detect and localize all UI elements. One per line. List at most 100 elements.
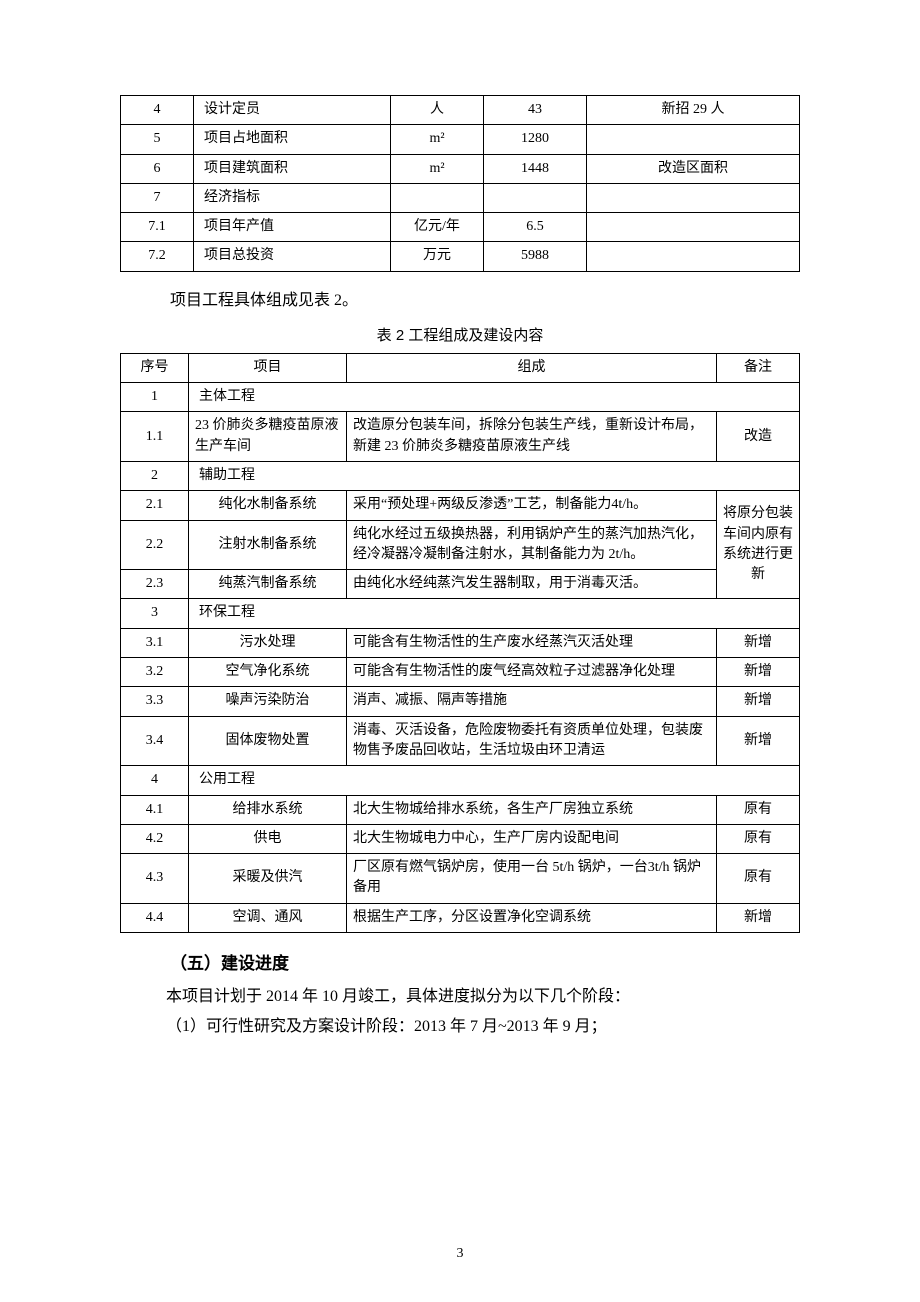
cell: 北大生物城电力中心，生产厂房内设配电间 xyxy=(347,824,717,853)
cell-index: 2 xyxy=(121,461,189,490)
cell: 23 价肺炎多糖疫苗原液生产车间 xyxy=(189,412,347,462)
col-header: 项目 xyxy=(189,353,347,382)
page-number: 3 xyxy=(0,1246,920,1262)
cell: 纯蒸汽制备系统 xyxy=(189,570,347,599)
cell: 可能含有生物活性的废气经高效粒子过滤器净化处理 xyxy=(347,658,717,687)
cell: 1.1 xyxy=(121,412,189,462)
cell-value: 5988 xyxy=(484,242,587,271)
section-row: 4公用工程 xyxy=(121,766,800,795)
col-header: 备注 xyxy=(717,353,800,382)
cell-index: 7 xyxy=(121,183,194,212)
table-row: 2.3纯蒸汽制备系统由纯化水经纯蒸汽发生器制取，用于消毒灭活。 xyxy=(121,570,800,599)
cell-unit: m² xyxy=(391,125,484,154)
cell-value xyxy=(484,183,587,212)
cell-note xyxy=(587,242,800,271)
cell-item: 设计定员 xyxy=(194,96,391,125)
cell: 新增 xyxy=(717,903,800,932)
cell: 4.3 xyxy=(121,854,189,904)
cell-unit xyxy=(391,183,484,212)
cell-note: 新招 29 人 xyxy=(587,96,800,125)
table-row: 5项目占地面积m²1280 xyxy=(121,125,800,154)
cell-section-title: 公用工程 xyxy=(189,766,800,795)
cell: 3.2 xyxy=(121,658,189,687)
table2-intro-line: 项目工程具体组成见表 2。 xyxy=(170,286,800,310)
cell-item: 项目建筑面积 xyxy=(194,154,391,183)
cell-note xyxy=(587,183,800,212)
cell-unit: 亿元/年 xyxy=(391,213,484,242)
cell: 新增 xyxy=(717,658,800,687)
cell-note: 改造区面积 xyxy=(587,154,800,183)
cell-value: 1448 xyxy=(484,154,587,183)
cell: 2.1 xyxy=(121,491,189,520)
cell: 3.3 xyxy=(121,687,189,716)
table-1: 4设计定员人43新招 29 人5项目占地面积m²12806项目建筑面积m²144… xyxy=(120,95,800,272)
cell: 可能含有生物活性的生产废水经蒸汽灭活处理 xyxy=(347,628,717,657)
cell: 原有 xyxy=(717,854,800,904)
cell: 原有 xyxy=(717,795,800,824)
cell: 固体废物处置 xyxy=(189,716,347,766)
cell: 4.2 xyxy=(121,824,189,853)
table-row: 4.4空调、通风根据生产工序，分区设置净化空调系统新增 xyxy=(121,903,800,932)
cell: 新增 xyxy=(717,687,800,716)
table2-title: 表 2 工程组成及建设内容 xyxy=(120,324,800,345)
cell-index: 5 xyxy=(121,125,194,154)
table-row: 2.2注射水制备系统纯化水经过五级换热器，利用锅炉产生的蒸汽加热汽化，经冷凝器冷… xyxy=(121,520,800,570)
cell: 污水处理 xyxy=(189,628,347,657)
paragraph-1: 本项目计划于 2014 年 10 月竣工，具体进度拟分为以下几个阶段： xyxy=(134,982,800,1012)
cell-item: 项目总投资 xyxy=(194,242,391,271)
cell-value: 1280 xyxy=(484,125,587,154)
cell-merged-note: 将原分包装车间内原有系统进行更新 xyxy=(717,491,800,599)
col-header: 序号 xyxy=(121,353,189,382)
table-row: 7经济指标 xyxy=(121,183,800,212)
paragraph-2: （1）可行性研究及方案设计阶段：2013 年 7 月~2013 年 9 月； xyxy=(134,1012,800,1042)
cell: 4.1 xyxy=(121,795,189,824)
table-2: 序号项目组成备注1主体工程1.123 价肺炎多糖疫苗原液生产车间改造原分包装车间… xyxy=(120,353,800,933)
cell-unit: 人 xyxy=(391,96,484,125)
cell: 新增 xyxy=(717,628,800,657)
cell: 北大生物城给排水系统，各生产厂房独立系统 xyxy=(347,795,717,824)
cell: 供电 xyxy=(189,824,347,853)
cell: 改造 xyxy=(717,412,800,462)
cell: 原有 xyxy=(717,824,800,853)
cell-section-title: 辅助工程 xyxy=(189,461,800,490)
cell: 空气净化系统 xyxy=(189,658,347,687)
cell-item: 项目年产值 xyxy=(194,213,391,242)
cell-value: 6.5 xyxy=(484,213,587,242)
cell: 2.3 xyxy=(121,570,189,599)
cell: 消声、减振、隔声等措施 xyxy=(347,687,717,716)
table-header-row: 序号项目组成备注 xyxy=(121,353,800,382)
table-row: 7.2项目总投资万元5988 xyxy=(121,242,800,271)
cell-value: 43 xyxy=(484,96,587,125)
cell: 纯化水制备系统 xyxy=(189,491,347,520)
table-row: 3.2空气净化系统可能含有生物活性的废气经高效粒子过滤器净化处理新增 xyxy=(121,658,800,687)
table-row: 7.1项目年产值亿元/年6.5 xyxy=(121,213,800,242)
section-row: 2辅助工程 xyxy=(121,461,800,490)
cell: 由纯化水经纯蒸汽发生器制取，用于消毒灭活。 xyxy=(347,570,717,599)
heading-five: （五）建设进度 xyxy=(170,949,800,974)
cell-index: 6 xyxy=(121,154,194,183)
cell: 4.4 xyxy=(121,903,189,932)
cell-item: 项目占地面积 xyxy=(194,125,391,154)
cell: 注射水制备系统 xyxy=(189,520,347,570)
cell-unit: m² xyxy=(391,154,484,183)
cell: 采用“预处理+两级反渗透”工艺，制备能力4t/h。 xyxy=(347,491,717,520)
cell: 2.2 xyxy=(121,520,189,570)
cell: 纯化水经过五级换热器，利用锅炉产生的蒸汽加热汽化，经冷凝器冷凝制备注射水，其制备… xyxy=(347,520,717,570)
cell-note xyxy=(587,213,800,242)
cell: 厂区原有燃气锅炉房，使用一台 5t/h 锅炉，一台3t/h 锅炉备用 xyxy=(347,854,717,904)
cell-section-title: 环保工程 xyxy=(189,599,800,628)
section-row: 3环保工程 xyxy=(121,599,800,628)
table-row: 4.2供电北大生物城电力中心，生产厂房内设配电间原有 xyxy=(121,824,800,853)
section-row: 1主体工程 xyxy=(121,383,800,412)
cell: 新增 xyxy=(717,716,800,766)
cell-index: 1 xyxy=(121,383,189,412)
cell: 空调、通风 xyxy=(189,903,347,932)
table-row: 4.1给排水系统北大生物城给排水系统，各生产厂房独立系统原有 xyxy=(121,795,800,824)
col-header: 组成 xyxy=(347,353,717,382)
table-row: 3.4固体废物处置消毒、灭活设备，危险废物委托有资质单位处理，包装废物售予废品回… xyxy=(121,716,800,766)
cell-item: 经济指标 xyxy=(194,183,391,212)
cell-index: 4 xyxy=(121,96,194,125)
cell: 根据生产工序，分区设置净化空调系统 xyxy=(347,903,717,932)
table-row: 6项目建筑面积m²1448改造区面积 xyxy=(121,154,800,183)
cell-index: 7.2 xyxy=(121,242,194,271)
